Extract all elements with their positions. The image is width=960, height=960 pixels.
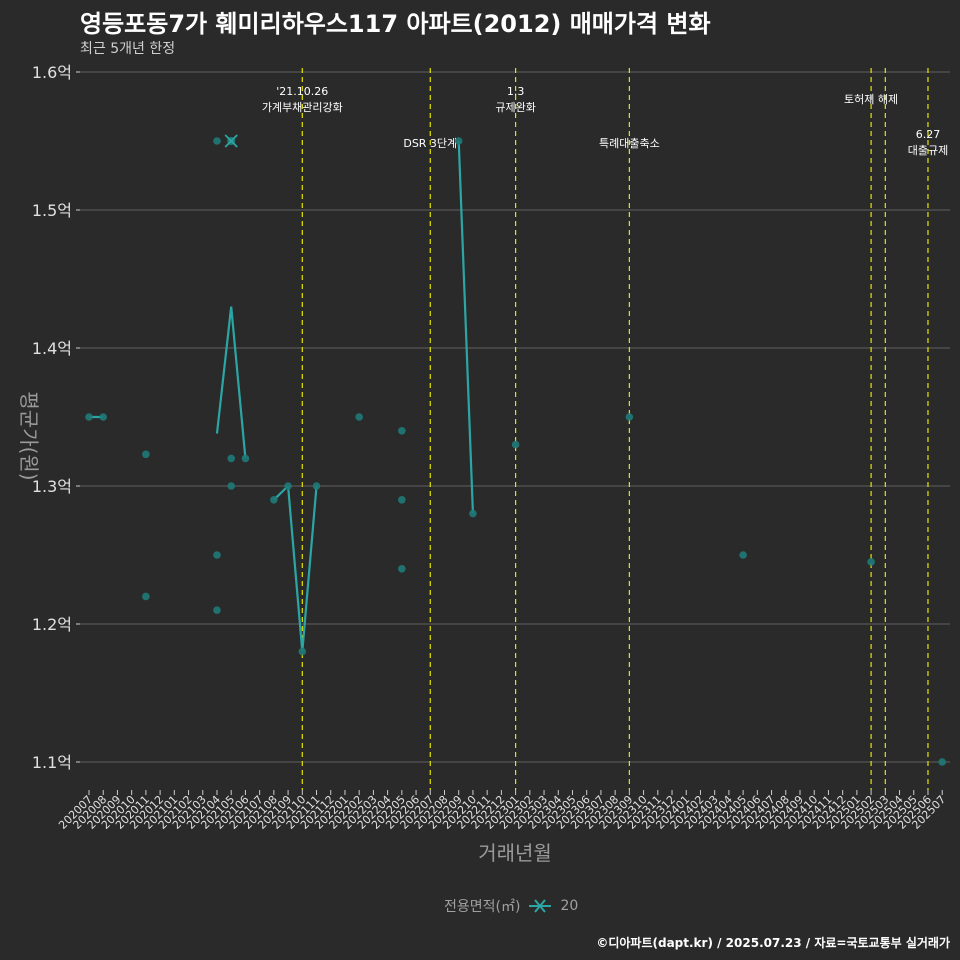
event-label: 특례대출축소 (599, 137, 660, 150)
data-point (454, 137, 463, 145)
data-point (99, 413, 108, 421)
y-tick-label: 1.2억 (32, 615, 72, 634)
event-label: 규제완화 (495, 101, 535, 114)
data-point (398, 427, 406, 435)
data-point (227, 482, 235, 490)
data-point (867, 558, 875, 566)
data-point (142, 450, 150, 459)
data-point (241, 454, 250, 463)
y-tick-label: 1.5억 (32, 201, 72, 220)
data-point (284, 482, 292, 490)
data-point (270, 496, 278, 504)
legend-item-label: 20 (560, 898, 579, 914)
data-point (511, 440, 520, 449)
event-label: 대출규제 (908, 144, 948, 157)
x-axis-title: 거래년월 (478, 841, 552, 865)
data-point (85, 413, 93, 421)
event-label: DSR 3단계 (403, 137, 457, 150)
legend: 전용면적(㎡) 20 (444, 896, 578, 916)
event-label: 가계부채관리강화 (262, 101, 343, 114)
event-label: 6.27 (916, 128, 941, 141)
series-line (457, 140, 475, 514)
y-tick-label: 1.3억 (32, 477, 72, 496)
event-label: 토허제 해제 (844, 92, 898, 106)
data-point (625, 413, 634, 421)
credit-text: ©디아파트(dapt.kr) / 2025.07.23 / 자료=국토교통부 실… (596, 936, 950, 950)
data-point (227, 454, 235, 463)
chart-subtitle: 최근 5개년 한정 (80, 41, 176, 57)
legend-title: 전용면적(㎡) (444, 899, 521, 915)
legend-swatch-icon (529, 899, 552, 913)
event-label: 1.3 (507, 85, 525, 98)
y-tick-label: 1.1억 (32, 753, 72, 772)
data-point (213, 137, 221, 145)
y-tick-label: 1.6억 (32, 63, 72, 82)
data-point (213, 606, 221, 614)
y-axis-title: 평균가(원) (17, 391, 41, 480)
event-label: '21.10.26 (276, 85, 328, 98)
data-point (312, 482, 321, 490)
chart-title: 영등포동7가 훼미리하우스117 아파트(2012) 매매가격 변화 (80, 10, 711, 38)
data-point (739, 551, 747, 559)
data-point (355, 413, 363, 421)
data-point (298, 647, 307, 656)
data-point (398, 565, 406, 573)
data-point (469, 509, 477, 518)
y-tick-label: 1.4억 (32, 339, 72, 358)
series-line (215, 306, 247, 459)
data-point (213, 551, 221, 559)
data-point (938, 758, 946, 766)
data-point (398, 496, 406, 504)
data-point (142, 592, 150, 601)
highlight-cross-icon (224, 134, 238, 148)
